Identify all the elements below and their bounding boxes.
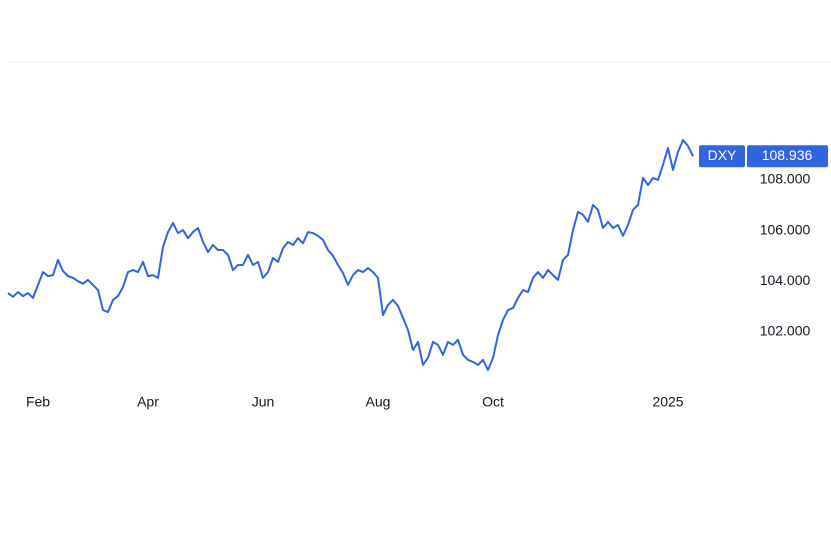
y-tick-label: 108.000 [760, 171, 811, 187]
x-tick-label: Oct [482, 394, 504, 410]
y-tick-label: 106.000 [760, 221, 811, 237]
x-tick-label: Feb [26, 394, 50, 410]
x-tick-label: Aug [366, 394, 391, 410]
series-name-tag [699, 145, 745, 168]
x-tick-label: Apr [137, 394, 159, 410]
y-tick-label: 102.000 [760, 322, 811, 338]
last-value-tag [747, 145, 828, 168]
last-value: 108.936 [762, 147, 813, 163]
price-line [7, 138, 694, 372]
x-tick-label: 2025 [652, 394, 683, 410]
series-name: DXY [708, 147, 737, 163]
y-tick-label: 104.000 [760, 272, 811, 288]
x-tick-label: Jun [252, 394, 275, 410]
